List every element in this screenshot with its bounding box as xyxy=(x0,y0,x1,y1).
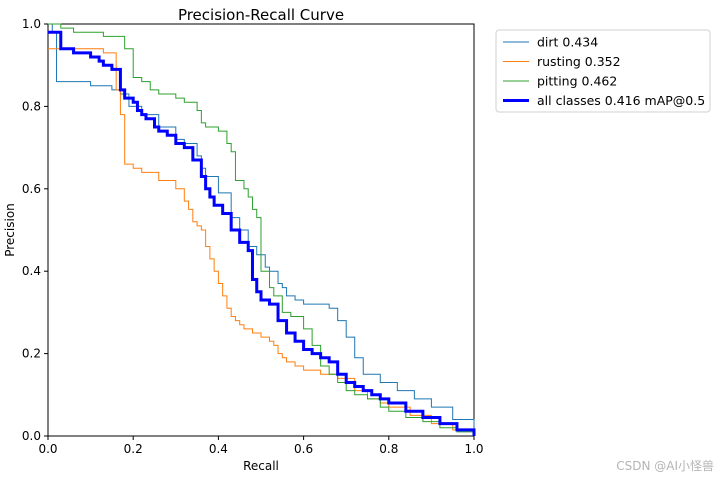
y-axis-ticks: 0.0 0.2 0.4 0.6 0.8 1.0 xyxy=(22,17,48,443)
plot-area xyxy=(47,23,476,437)
y-tick-label: 0.0 xyxy=(22,429,41,443)
y-tick-label: 0.8 xyxy=(22,99,41,113)
series-line-3 xyxy=(48,30,476,436)
y-tick-label: 1.0 xyxy=(22,17,41,31)
plot-frame xyxy=(47,23,475,437)
x-tick-label: 0.0 xyxy=(38,442,57,456)
legend-label-2: pitting 0.462 xyxy=(537,74,617,89)
y-tick-label: 0.4 xyxy=(22,264,41,278)
y-axis-label: Precision xyxy=(3,203,17,257)
series-line-2 xyxy=(48,23,475,436)
legend: dirt 0.434 rusting 0.352 pitting 0.462 all … xyxy=(495,29,711,113)
x-tick-label: 0.8 xyxy=(379,442,398,456)
chart-title: Precision-Recall Curve xyxy=(178,6,344,24)
x-tick-label: 1.0 xyxy=(464,442,483,456)
series-layer xyxy=(48,23,476,436)
x-axis-label: Recall xyxy=(243,459,279,473)
x-tick-label: 0.4 xyxy=(209,442,228,456)
legend-label-0: dirt 0.434 xyxy=(537,35,598,50)
series-line-1 xyxy=(48,48,475,436)
y-tick-label: 0.6 xyxy=(22,182,41,196)
watermark: CSDN @AI小怪兽 xyxy=(616,459,714,473)
legend-label-1: rusting 0.352 xyxy=(537,54,621,69)
x-tick-label: 0.2 xyxy=(124,442,143,456)
x-axis-ticks: 0.0 0.2 0.4 0.6 0.8 1.0 xyxy=(38,436,484,456)
x-tick-label: 0.6 xyxy=(294,442,313,456)
legend-label-3: all classes 0.416 mAP@0.5 xyxy=(537,93,705,108)
y-tick-label: 0.2 xyxy=(22,347,41,361)
legend-box xyxy=(495,29,711,113)
